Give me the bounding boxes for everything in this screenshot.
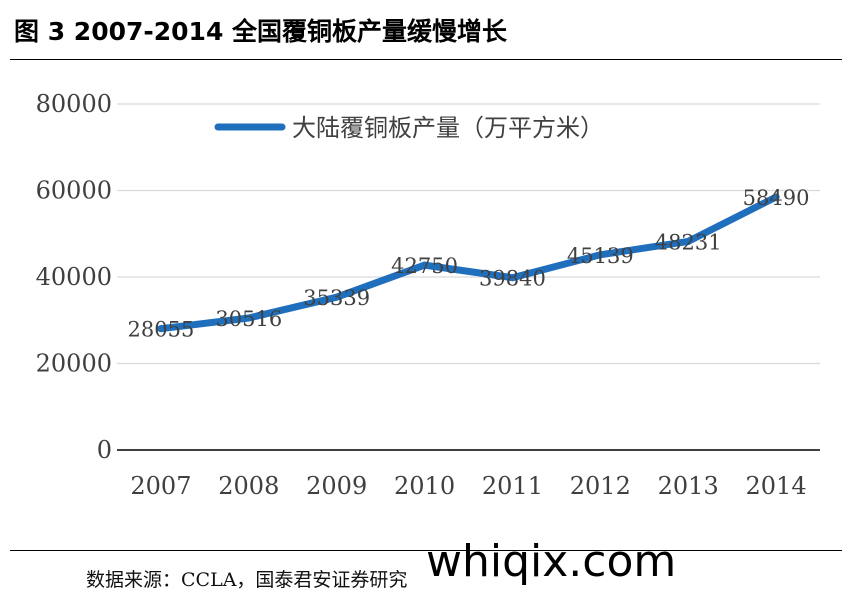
source-note: 数据来源：CCLA，国泰君安证券研究: [86, 569, 408, 591]
data-point: [421, 261, 429, 269]
series-line: [157, 193, 780, 333]
data-point: [245, 314, 253, 322]
x-tick-label: 2009: [306, 472, 367, 500]
data-point: [596, 251, 604, 259]
data-point: [157, 325, 165, 333]
data-label: 39840: [479, 267, 546, 291]
x-tick-label: 2014: [746, 472, 807, 500]
top-rule: [10, 59, 842, 60]
data-label: 35339: [303, 286, 370, 310]
data-point: [333, 293, 341, 301]
x-tick-label: 2008: [218, 472, 279, 500]
bottom-rule: [10, 550, 842, 551]
y-tick-label: 60000: [36, 177, 112, 205]
data-label: 45139: [567, 244, 634, 268]
y-tick-label: 20000: [36, 350, 112, 378]
y-tick-label: 80000: [36, 90, 112, 118]
data-point: [684, 237, 692, 245]
data-point: [508, 274, 516, 282]
data-label: 58490: [743, 186, 810, 210]
x-tick-label: 2007: [130, 472, 191, 500]
x-tick-label: 2013: [658, 472, 719, 500]
y-tick-label: 0: [97, 436, 112, 464]
x-tick-label: 2012: [570, 472, 631, 500]
legend-label: 大陆覆铜板产量（万平方米）: [292, 114, 604, 142]
data-label: 30516: [215, 307, 282, 331]
figure-title: 图 3 2007-2014 全国覆铜板产量缓慢增长: [14, 17, 508, 46]
watermark: whiqix.com: [426, 536, 677, 587]
data-label: 48231: [655, 230, 722, 254]
data-label: 28055: [128, 318, 195, 342]
y-tick-label: 40000: [36, 263, 112, 291]
x-tick-label: 2011: [482, 472, 543, 500]
x-tick-label: 2010: [394, 472, 455, 500]
data-label: 42750: [391, 254, 458, 278]
data-point: [772, 193, 780, 201]
